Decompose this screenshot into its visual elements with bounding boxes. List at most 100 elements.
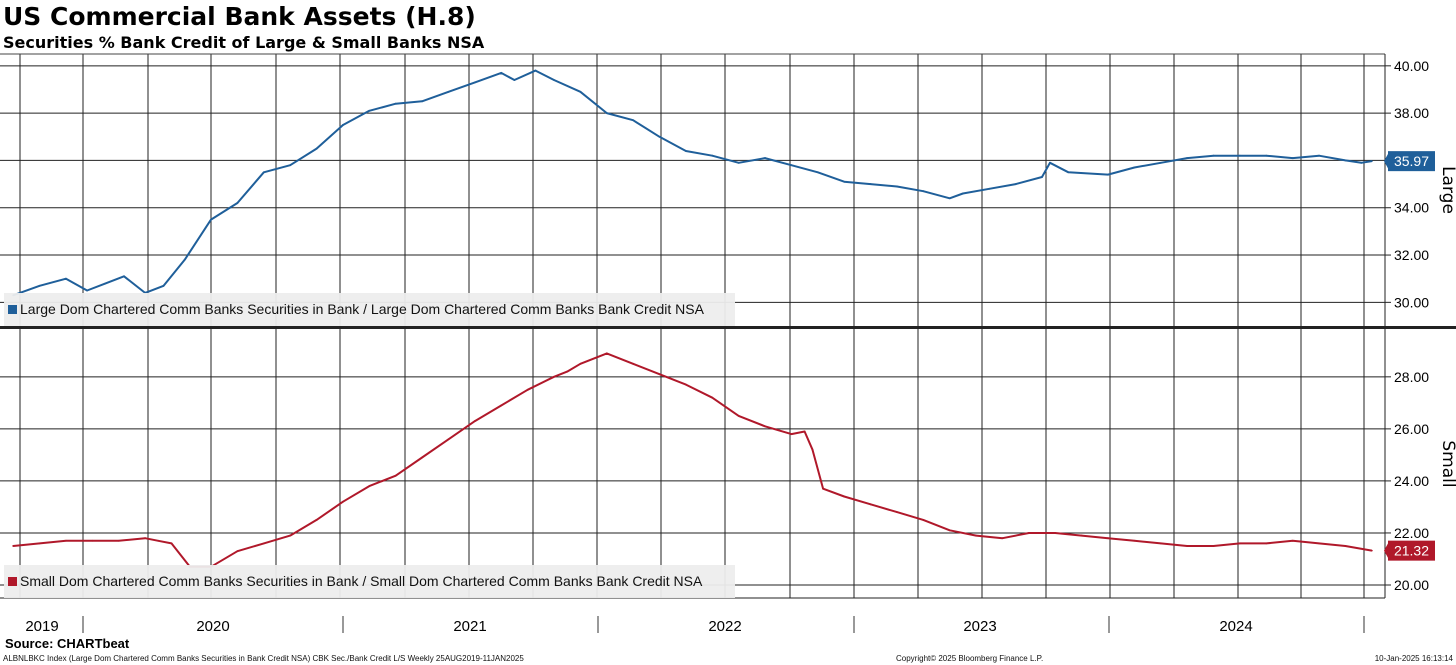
data-point [579, 362, 582, 365]
x-tick-label: 2021 [453, 618, 486, 635]
data-point [988, 187, 991, 190]
data-point [922, 519, 925, 521]
panel-small: 20.00 22.00 24.00 26.00 28.00 21.32 Small Small… [0, 352, 1456, 598]
data-point [1107, 537, 1109, 540]
data-point [737, 161, 740, 164]
data-point [869, 183, 872, 185]
legend-label: Small Dom Chartered Comm Banks Securitie… [20, 573, 703, 589]
data-point [896, 511, 898, 514]
x-axis: 2019 2020 2021 2022 2023 2024 [25, 616, 1365, 635]
data-point [790, 164, 793, 167]
data-point [123, 275, 125, 278]
data-point [38, 542, 41, 545]
data-point [922, 190, 925, 193]
data-point [948, 197, 951, 200]
data-point [764, 425, 766, 428]
data-point [1133, 166, 1136, 169]
data-point [500, 404, 503, 407]
data-point [1239, 154, 1241, 157]
data-point [368, 109, 371, 112]
data-point [170, 542, 173, 545]
data-point [1291, 539, 1294, 542]
data-point [342, 500, 344, 503]
data-point [1360, 161, 1363, 164]
data-point [685, 383, 687, 386]
data-point [236, 550, 239, 553]
data-point [764, 157, 766, 159]
y-tick-label: 28.00 [1394, 369, 1429, 385]
data-point [737, 414, 740, 417]
data-point [632, 362, 635, 365]
panel-axis-label: Small [1438, 440, 1456, 487]
data-point [262, 542, 265, 545]
data-point [1054, 532, 1057, 534]
x-tick-label: 2022 [708, 618, 741, 635]
y-tick-label: 32.00 [1394, 247, 1429, 263]
data-point [394, 474, 397, 477]
last-value-pointer [1384, 541, 1389, 560]
data-point [1318, 154, 1320, 157]
data-point [975, 534, 977, 537]
last-value-badge [1388, 540, 1435, 561]
data-point [1344, 545, 1347, 547]
data-point [12, 545, 15, 547]
legend-box [4, 293, 735, 326]
data-point [685, 150, 687, 152]
data-point [632, 119, 635, 122]
last-value-pointer [1384, 152, 1389, 171]
y-tick-label: 38.00 [1394, 105, 1429, 121]
data-point [869, 503, 872, 506]
data-point [843, 180, 846, 183]
data-point [822, 487, 824, 490]
data-point [1344, 159, 1347, 162]
data-point [447, 438, 450, 441]
data-point [289, 534, 292, 537]
legend-box [4, 565, 735, 598]
data-point [473, 81, 476, 84]
data-point [1239, 542, 1241, 545]
data-point [1014, 183, 1017, 185]
data-point [948, 529, 951, 532]
y-tick-label: 34.00 [1394, 200, 1429, 216]
panel-large: 30.0032.0034.0036.0038.0040.0035.97Large… [0, 58, 1456, 326]
y-tick-label: 22.00 [1394, 525, 1429, 541]
data-point [1159, 161, 1162, 164]
data-point [183, 258, 186, 261]
data-point [1041, 176, 1043, 178]
data-point [500, 72, 503, 74]
data-point [342, 124, 344, 126]
data-point [289, 164, 292, 167]
data-point [790, 433, 793, 435]
x-tick-label: 2019 [25, 618, 58, 635]
data-point [1318, 542, 1320, 545]
data-point [658, 135, 661, 138]
footer-timestamp: 10-Jan-2025 16:13:14 [1374, 654, 1453, 663]
data-point [896, 185, 898, 188]
data-point [1107, 173, 1109, 176]
series-line-small [13, 352, 1372, 568]
data-point [421, 100, 423, 103]
data-point [1027, 532, 1030, 534]
data-point [962, 192, 964, 195]
x-tick-label: 2020 [196, 618, 229, 635]
legend-label: Large Dom Chartered Comm Banks Securitie… [20, 301, 705, 317]
last-value-label: 21.32 [1394, 543, 1429, 559]
data-point [1186, 545, 1189, 547]
data-point [1212, 154, 1215, 157]
x-tick-label: 2024 [1219, 618, 1252, 635]
data-point [315, 147, 318, 150]
data-point [1291, 157, 1294, 159]
data-point [658, 373, 661, 376]
data-point [162, 284, 165, 287]
data-point [236, 202, 239, 204]
data-point [1265, 542, 1268, 545]
data-point [262, 171, 265, 174]
data-point [526, 388, 529, 391]
data-point [1080, 534, 1083, 537]
data-point [447, 90, 450, 93]
y-tick-label: 30.00 [1394, 294, 1429, 310]
data-point [1370, 160, 1373, 163]
data-point [38, 284, 41, 287]
y-tick-label: 40.00 [1394, 58, 1429, 74]
